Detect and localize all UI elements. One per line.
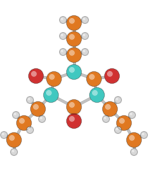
Circle shape: [33, 104, 39, 110]
Circle shape: [83, 34, 85, 36]
Circle shape: [129, 135, 135, 141]
Circle shape: [104, 68, 119, 84]
Circle shape: [19, 118, 25, 124]
Circle shape: [89, 74, 95, 80]
Circle shape: [82, 33, 89, 40]
Circle shape: [107, 71, 113, 77]
Circle shape: [31, 71, 37, 77]
Circle shape: [61, 34, 63, 36]
Circle shape: [132, 150, 134, 152]
Circle shape: [14, 113, 16, 115]
Circle shape: [69, 116, 75, 122]
Circle shape: [69, 67, 75, 73]
Circle shape: [116, 128, 118, 130]
Circle shape: [46, 71, 62, 87]
Circle shape: [66, 15, 82, 30]
Circle shape: [119, 118, 125, 124]
Circle shape: [69, 50, 75, 56]
Circle shape: [117, 115, 132, 130]
Circle shape: [17, 115, 31, 130]
Circle shape: [59, 33, 66, 40]
Circle shape: [90, 88, 104, 102]
Circle shape: [28, 98, 30, 100]
Circle shape: [66, 64, 82, 80]
Circle shape: [116, 98, 118, 100]
Circle shape: [83, 18, 85, 20]
Circle shape: [128, 112, 135, 119]
Circle shape: [131, 149, 138, 156]
Circle shape: [69, 34, 75, 40]
Circle shape: [40, 117, 42, 119]
Circle shape: [27, 97, 34, 104]
Circle shape: [59, 16, 66, 23]
Circle shape: [44, 88, 59, 102]
Circle shape: [66, 99, 82, 115]
Circle shape: [61, 50, 63, 52]
Circle shape: [105, 104, 111, 110]
Circle shape: [82, 16, 89, 23]
Circle shape: [38, 115, 45, 122]
Circle shape: [31, 101, 45, 116]
Circle shape: [9, 135, 15, 141]
Circle shape: [142, 133, 144, 135]
Circle shape: [114, 97, 121, 104]
Circle shape: [130, 113, 132, 115]
Circle shape: [59, 49, 66, 56]
Circle shape: [141, 132, 148, 139]
Circle shape: [0, 132, 7, 139]
Circle shape: [82, 49, 89, 56]
Circle shape: [103, 101, 118, 116]
Circle shape: [12, 150, 14, 152]
Circle shape: [103, 115, 110, 122]
Circle shape: [7, 132, 21, 147]
Circle shape: [66, 114, 82, 129]
Circle shape: [49, 74, 55, 80]
Circle shape: [66, 47, 82, 63]
Circle shape: [28, 68, 44, 84]
Circle shape: [69, 18, 75, 24]
Circle shape: [27, 126, 34, 133]
Circle shape: [13, 112, 20, 119]
Circle shape: [114, 126, 121, 133]
Circle shape: [66, 32, 82, 46]
Circle shape: [127, 132, 142, 147]
Circle shape: [61, 18, 63, 20]
Circle shape: [69, 102, 75, 108]
Circle shape: [92, 90, 98, 96]
Circle shape: [28, 128, 30, 130]
Circle shape: [2, 133, 4, 135]
Circle shape: [87, 71, 101, 87]
Circle shape: [46, 90, 52, 96]
Circle shape: [104, 117, 106, 119]
Circle shape: [83, 50, 85, 52]
Circle shape: [10, 149, 17, 156]
